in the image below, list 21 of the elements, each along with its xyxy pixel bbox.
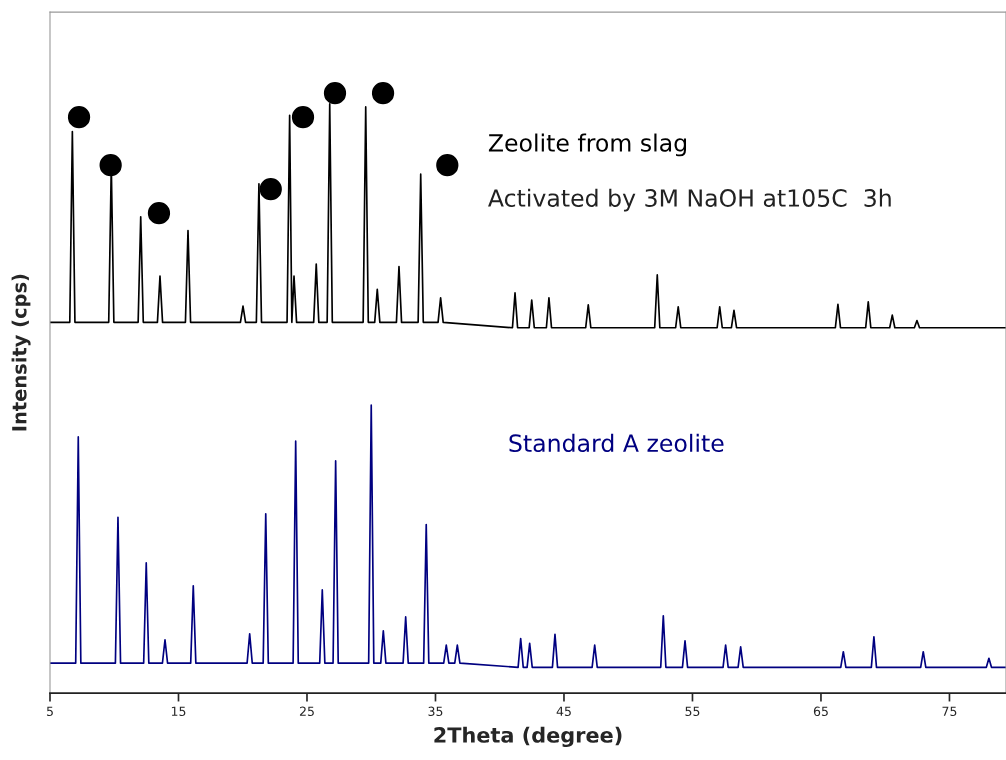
- x-axis-title: 2Theta (degree): [434, 726, 622, 748]
- y-axis-title: Intensity (cps): [11, 274, 31, 431]
- x-tick-label: 35: [428, 706, 443, 716]
- point: [259, 178, 282, 201]
- x-tick-label: 45: [556, 706, 571, 716]
- x-tick-label: 5: [46, 706, 53, 716]
- x-tick-label: 15: [171, 706, 186, 716]
- text: Zeolite from slag: [488, 133, 687, 157]
- x-tick-label: 55: [685, 706, 700, 716]
- point: [147, 202, 171, 225]
- x-tick-label: 75: [942, 706, 957, 716]
- x-tick-label: 65: [813, 706, 828, 716]
- point: [291, 106, 315, 129]
- point: [436, 154, 459, 177]
- point: [323, 82, 347, 105]
- point: [371, 82, 395, 105]
- text: Standard A zeolite: [509, 433, 724, 453]
- x-tick-label: 25: [299, 706, 314, 716]
- point: [99, 154, 122, 177]
- point: [67, 106, 91, 129]
- annotation: Activated by 3M NaOH at105C 3h: [488, 188, 891, 212]
